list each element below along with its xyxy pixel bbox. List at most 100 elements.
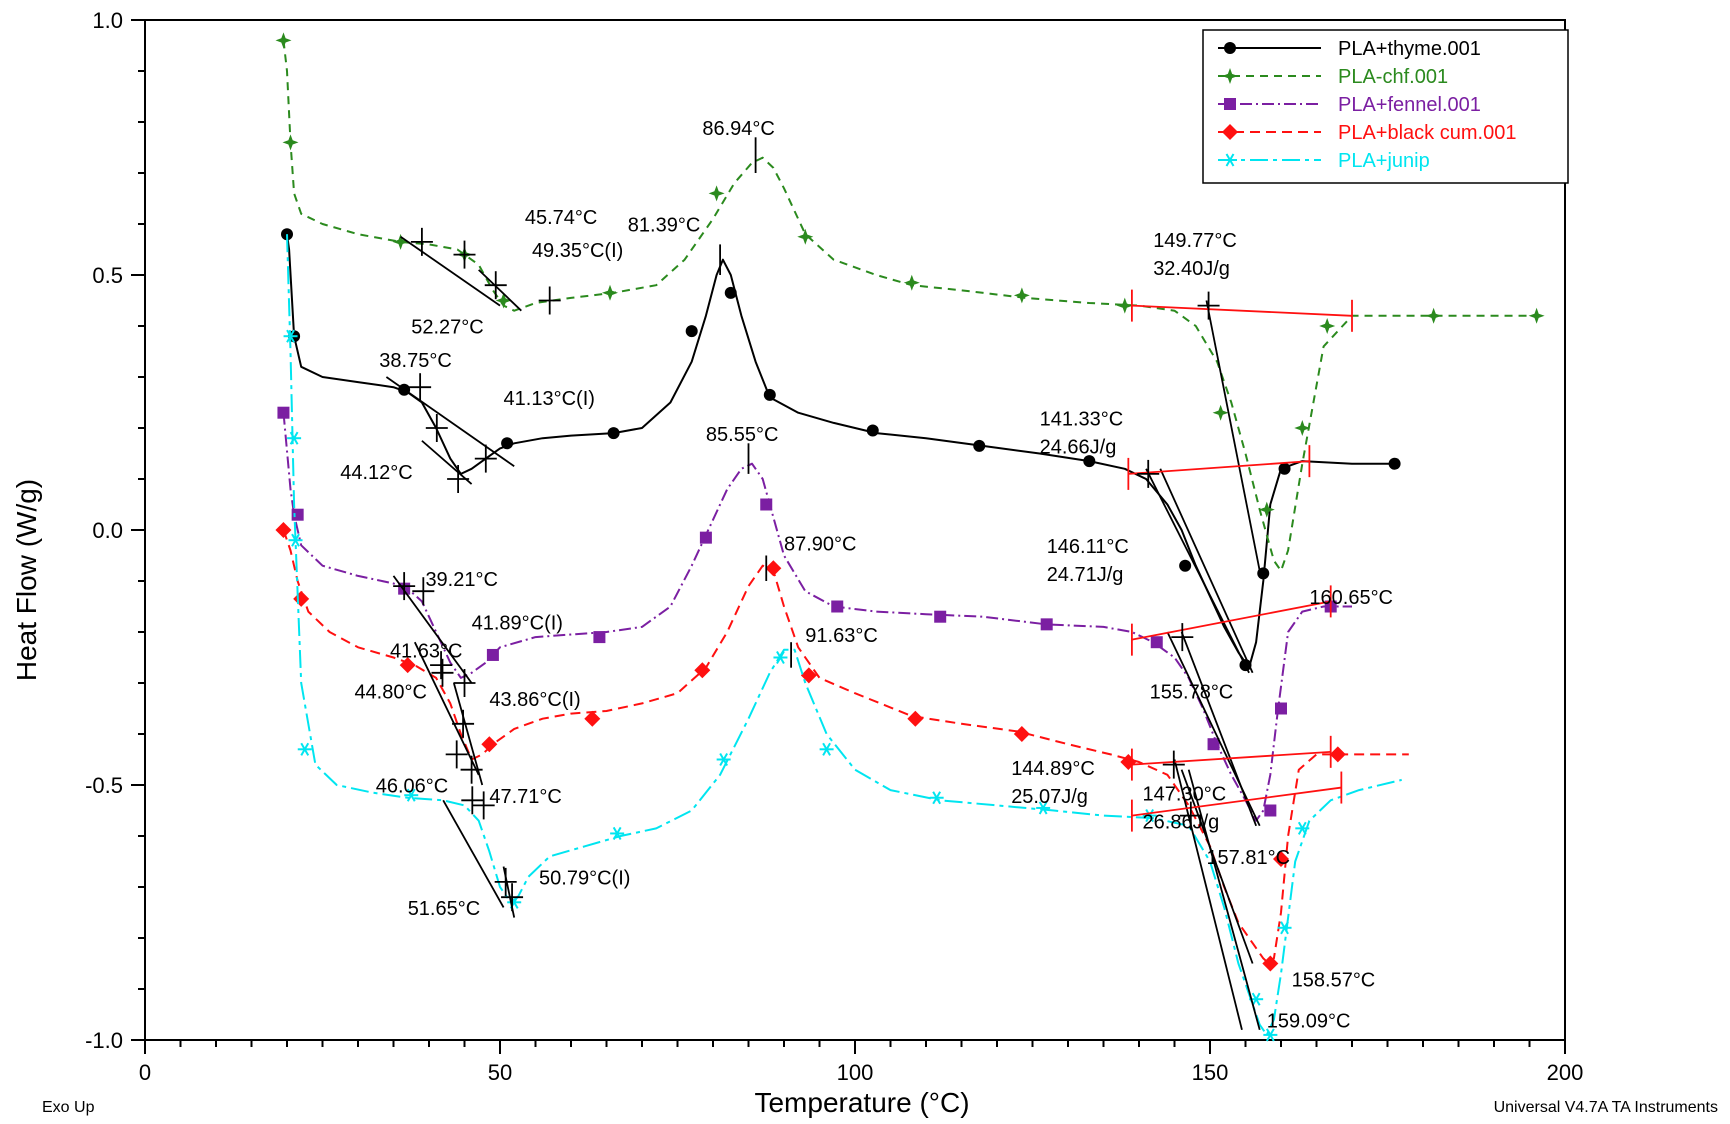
- data-point: [716, 752, 731, 767]
- asterisk-stroke: [406, 788, 416, 802]
- annotation-label: 43.86°C(I): [489, 689, 580, 711]
- series-0: [281, 228, 1401, 672]
- data-point: [1013, 726, 1030, 742]
- annotation-label: 160.65°C: [1309, 587, 1393, 609]
- data-point: [773, 650, 788, 665]
- annotation-label: 155.78°C: [1150, 681, 1234, 703]
- annotation-label: 41.13°C(I): [504, 388, 595, 410]
- cursor-cross: [412, 577, 435, 606]
- footer-instrument: Universal V4.7A TA Instruments: [1494, 1099, 1718, 1116]
- annotation-label: 49.35°C(I): [532, 240, 623, 262]
- analysis-line: [1131, 786, 1342, 817]
- data-point: [1207, 738, 1220, 751]
- data-point: [934, 610, 947, 623]
- annotation-label: 51.65°C: [408, 898, 481, 920]
- x-axis-title: Temperature (°C): [754, 1087, 969, 1118]
- annotation-label: 85.55°C: [706, 424, 779, 446]
- cursor-cross: [484, 271, 507, 300]
- legend-marker: [1222, 68, 1238, 84]
- legend-marker: [1224, 42, 1236, 54]
- asterisk-stroke: [300, 742, 310, 756]
- data-point: [501, 437, 514, 450]
- annotation-label: 159.09°C: [1267, 1010, 1351, 1032]
- analysis-line: [1180, 769, 1254, 964]
- data-point: [593, 631, 606, 644]
- data-point: [694, 662, 711, 679]
- data-point: [399, 657, 416, 674]
- y-axis: -1.0 -0.5 0.0 0.5 1.0: [85, 8, 145, 1053]
- data-point: [1329, 746, 1346, 763]
- data-point: [275, 522, 292, 538]
- footer-exo-up: Exo Up: [42, 1099, 95, 1116]
- data-point: [607, 427, 620, 440]
- analysis-line: [1187, 769, 1261, 1031]
- analysis-line: [1205, 300, 1261, 571]
- asterisk-stroke: [1251, 992, 1261, 1006]
- data-point: [1295, 821, 1310, 835]
- analysis-line: [400, 236, 501, 307]
- data-point: [1116, 297, 1133, 314]
- data-point: [765, 560, 782, 577]
- analysis-line: [413, 641, 480, 776]
- cursor-cross: [538, 286, 561, 315]
- annotation-label: 50.79°C(I): [539, 867, 630, 889]
- asterisk-stroke: [1225, 153, 1235, 167]
- y-tick-label: 0.5: [92, 263, 123, 288]
- data-point: [1120, 754, 1137, 771]
- data-point: [275, 32, 292, 49]
- analysis-line: [1128, 460, 1310, 475]
- series-4: [283, 234, 1402, 1042]
- analysis-line: [452, 682, 484, 786]
- data-point: [481, 736, 498, 753]
- data-point: [929, 791, 944, 805]
- analysis-line: [1173, 759, 1243, 1031]
- asterisk-stroke: [1297, 821, 1307, 835]
- asterisk-stroke: [932, 791, 942, 805]
- data-point: [602, 284, 618, 301]
- data-point: [831, 600, 844, 613]
- legend-item-0: PLA+thyme.001: [1218, 38, 1481, 60]
- legend-marker: [1224, 98, 1236, 110]
- analysis-line: [478, 269, 522, 312]
- annotation-label: 158.57°C: [1292, 969, 1376, 991]
- cursor-cross: [1137, 459, 1160, 488]
- data-point: [610, 826, 625, 841]
- cursor-cross: [410, 227, 433, 256]
- analysis-line: [385, 376, 515, 467]
- data-point: [724, 286, 737, 299]
- series-line: [282, 529, 1409, 965]
- annotation-label: 86.94°C: [702, 118, 775, 140]
- annotation-label: 91.63°C: [805, 625, 878, 647]
- annotation-label: 44.80°C: [354, 681, 427, 703]
- cursor-cross: [452, 709, 475, 738]
- data-point: [1425, 307, 1442, 324]
- legend: PLA+thyme.001 PLA-chf.001 PLA+fennel.001 PL…: [1202, 29, 1569, 184]
- annotation-label: 24.66J/g: [1040, 437, 1117, 459]
- data-point: [291, 508, 304, 521]
- data-point: [819, 742, 834, 756]
- asterisk-stroke: [289, 431, 299, 445]
- cursor-cross: [1179, 801, 1202, 830]
- asterisk-stroke: [1038, 801, 1048, 815]
- analysis-line: [1131, 750, 1331, 766]
- analysis-line: [1145, 468, 1250, 674]
- series-line: [282, 412, 1352, 822]
- data-point: [495, 292, 512, 309]
- asterisk-stroke: [612, 826, 622, 841]
- annotation-label: 47.71°C: [489, 786, 561, 808]
- legend-box: [1202, 29, 1569, 184]
- cursor-cross: [431, 658, 454, 687]
- x-tick-label: 0: [139, 1060, 151, 1085]
- data-point: [760, 498, 773, 511]
- data-point: [708, 185, 725, 202]
- legend-item-3: PLA+black cum.001: [1218, 122, 1516, 144]
- annotation-label: 39.21°C: [425, 569, 498, 591]
- data-point: [1275, 702, 1287, 715]
- x-tick-label: 100: [837, 1060, 874, 1085]
- annotation-label: 41.63°C: [390, 641, 463, 663]
- annotation-label: 41.89°C(I): [472, 612, 563, 634]
- legend-marker: [1222, 124, 1238, 140]
- data-point: [486, 648, 499, 661]
- legend-item-2: PLA+fennel.001: [1218, 94, 1481, 116]
